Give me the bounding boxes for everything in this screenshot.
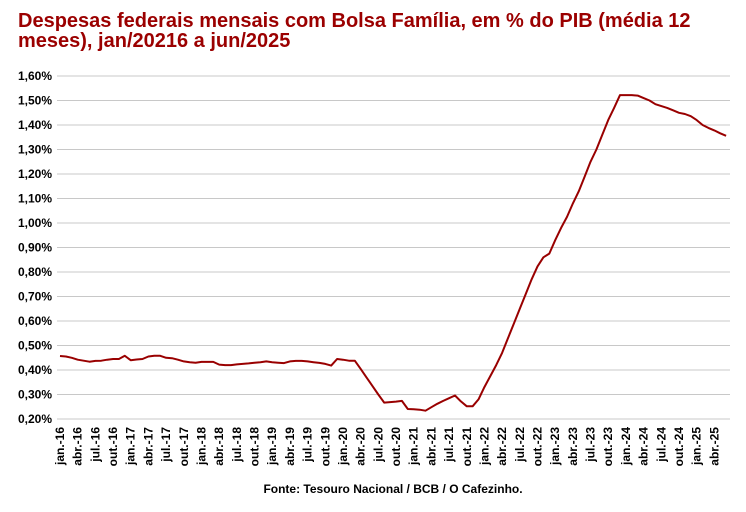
x-tick-label: out.-23 [601,427,615,467]
x-tick-label: out.-22 [530,427,544,467]
x-tick-label: out.-16 [106,427,120,467]
x-tick-label: jan.-23 [548,427,562,466]
y-tick-label: 1,20% [18,167,52,181]
x-tick-label: out.-24 [672,427,686,467]
x-tick-label: jan.-22 [477,427,491,466]
x-tick-label: out.-20 [389,427,403,467]
x-tick-label: out.-21 [460,427,474,467]
x-tick-label: abr.-21 [424,427,438,466]
x-tick-label: jul.-18 [230,427,244,463]
x-tick-label: abr.-19 [283,427,297,466]
y-tick-label: 0,90% [18,241,52,255]
x-tick-label: jan.-16 [53,427,67,466]
y-tick-label: 1,40% [18,118,52,132]
y-tick-label: 1,10% [18,192,52,206]
y-tick-label: 0,40% [18,363,52,377]
y-tick-label: 0,80% [18,265,52,279]
x-tick-label: abr.-16 [71,427,85,466]
x-tick-label: jul.-16 [88,427,102,463]
x-tick-label: abr.-17 [141,427,155,466]
x-tick-label: jul.-24 [654,427,668,463]
y-tick-label: 0,50% [18,339,52,353]
x-tick-label: jul.-22 [513,427,527,463]
y-tick-label: 0,30% [18,388,52,402]
series-line [59,94,727,412]
x-tick-label: abr.-18 [212,427,226,466]
x-tick-label: jul.-17 [159,427,173,463]
x-tick-label: jul.-21 [442,427,456,463]
x-tick-label: jul.-19 [301,427,315,463]
y-tick-label: 1,50% [18,94,52,108]
x-tick-label: jan.-25 [690,427,704,466]
y-tick-label: 1,30% [18,143,52,157]
x-tick-label: jan.-19 [265,427,279,466]
x-tick-label: out.-18 [248,427,262,467]
x-tick-label: jan.-24 [619,427,633,466]
x-tick-label: jul.-20 [371,427,385,463]
y-tick-label: 1,60% [18,69,52,83]
y-tick-label: 0,70% [18,290,52,304]
x-tick-label: jan.-18 [194,427,208,466]
x-tick-label: jan.-21 [407,427,421,466]
x-tick-label: abr.-24 [637,427,651,466]
x-tick-label: jan.-20 [336,427,350,466]
x-tick-label: out.-17 [177,427,191,467]
x-tick-label: abr.-23 [566,427,580,466]
x-tick-label: abr.-20 [354,427,368,466]
x-tick-label: jul.-23 [584,427,598,463]
x-tick-label: out.-19 [318,427,332,467]
x-tick-label: jan.-17 [124,427,138,466]
y-tick-label: 0,60% [18,314,52,328]
x-tick-label: abr.-25 [707,427,721,466]
source-note: Fonte: Tesouro Nacional / BCB / O Cafezi… [263,482,523,496]
y-tick-label: 1,00% [18,216,52,230]
y-tick-label: 0,20% [18,412,52,426]
x-tick-label: abr.-22 [495,427,509,466]
chart-title: Despesas federais mensais com Bolsa Famí… [18,10,691,52]
